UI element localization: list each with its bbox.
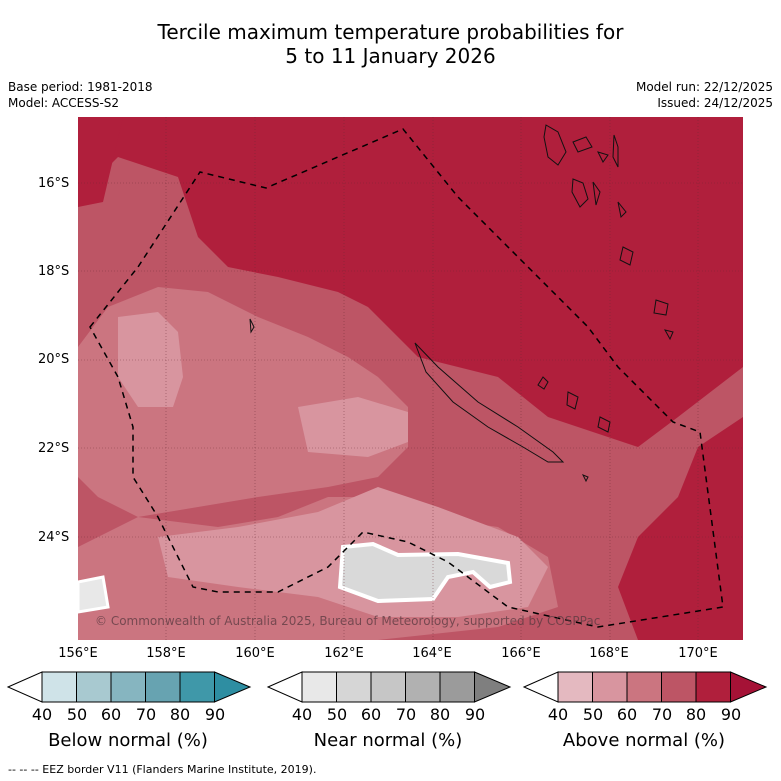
cbar-above-bin-80-90	[695, 671, 731, 703]
cbar-above-tick: 60	[616, 705, 638, 724]
near-normal-patch-south	[337, 541, 513, 604]
cbar-above-bin-60-70	[626, 671, 662, 703]
map-copyright: © Commonwealth of Australia 2025, Bureau…	[95, 614, 601, 628]
legend-below-normal-label: Below normal (%)	[48, 730, 208, 751]
cbar-near-tick: 80	[429, 705, 451, 724]
cbar-above-bin-70-80	[661, 671, 697, 703]
chart-title-line2: 5 to 11 January 2026	[285, 44, 496, 68]
cbar-near-bin-40-50	[301, 671, 337, 703]
low-prob-patch-central	[298, 397, 408, 457]
near-normal-patch-west	[78, 575, 110, 614]
cbar-above-bin-50-60	[592, 671, 628, 703]
cbar-above-bin-40-50	[557, 671, 593, 703]
cbar-near-tick: 60	[360, 705, 382, 724]
cbar-below-tick: 50	[66, 705, 88, 724]
lon-label-156e: 156°E	[58, 646, 98, 661]
high-prob-region-northwest	[78, 117, 123, 207]
base-period: Base period: 1981-2018	[8, 80, 153, 94]
lat-label-22s: 22°S	[38, 441, 70, 456]
new-caledonia-outline	[414, 342, 565, 463]
cbar-near-tick: 50	[326, 705, 348, 724]
cbar-near-arrow-left	[266, 671, 303, 703]
colorbar-below-normal	[6, 671, 252, 703]
low-prob-patch-west	[118, 312, 183, 407]
eez-border	[89, 128, 724, 628]
cbar-below-bin-60-70	[110, 671, 146, 703]
cbar-below-arrow-left	[6, 671, 43, 703]
meta-left: Base period: 1981-2018 Model: ACCESS-S2	[8, 79, 153, 111]
gridlines	[78, 117, 743, 640]
cbar-near-tick: 70	[395, 705, 417, 724]
issued-date: Issued: 24/12/2025	[657, 96, 773, 110]
cbar-below-bin-40-50	[41, 671, 77, 703]
cbar-near-bin-80-90	[439, 671, 475, 703]
cbar-above-tick: 90	[720, 705, 742, 724]
lon-label-164e: 164°E	[412, 646, 452, 661]
lat-label-16s: 16°S	[38, 176, 70, 191]
cbar-above-tick: 80	[685, 705, 707, 724]
cbar-below-bin-80-90	[179, 671, 215, 703]
lon-label-162e: 162°E	[324, 646, 364, 661]
cbar-above-tick: 70	[651, 705, 673, 724]
cbar-near-tick: 90	[464, 705, 486, 724]
legend-near-normal-label: Near normal (%)	[313, 730, 463, 751]
chart-title-line1: Tercile maximum temperature probabilitie…	[157, 20, 624, 44]
model-run: Model run: 22/12/2025	[635, 80, 773, 94]
high-prob-region-east	[618, 417, 743, 640]
cbar-above-arrow-left	[522, 671, 559, 703]
lon-label-166e: 166°E	[501, 646, 541, 661]
cbar-below-bin-70-80	[145, 671, 181, 703]
cbar-above-arrow-right	[730, 671, 768, 703]
cbar-above-tick: 40	[547, 705, 569, 724]
cbar-below-arrow-right	[214, 671, 252, 703]
cbar-below-tick: 90	[204, 705, 226, 724]
lat-label-20s: 20°S	[38, 352, 70, 367]
cbar-near-tick: 40	[291, 705, 313, 724]
cbar-near-bin-60-70	[370, 671, 406, 703]
lon-label-160e: 160°E	[235, 646, 275, 661]
high-prob-region-north	[78, 117, 743, 447]
cbar-near-arrow-right	[474, 671, 512, 703]
probability-map[interactable]	[78, 117, 743, 640]
lon-label-170e: 170°E	[678, 646, 718, 661]
legend-above-normal-label: Above normal (%)	[562, 730, 726, 751]
cbar-below-bin-50-60	[76, 671, 112, 703]
lon-label-168e: 168°E	[589, 646, 629, 661]
model-name: Model: ACCESS-S2	[8, 96, 120, 110]
cbar-below-tick: 80	[169, 705, 191, 724]
lon-label-158e: 158°E	[146, 646, 186, 661]
cbar-below-tick: 40	[31, 705, 53, 724]
map-svg	[78, 117, 743, 640]
island-outlines	[249, 124, 674, 483]
cbar-below-tick: 60	[100, 705, 122, 724]
cbar-near-bin-70-80	[405, 671, 441, 703]
cbar-below-tick: 70	[135, 705, 157, 724]
eez-footer-note: -- -- -- EEZ border V11 (Flanders Marine…	[8, 763, 317, 776]
lat-label-24s: 24°S	[38, 530, 70, 545]
colorbar-near-normal	[266, 671, 512, 703]
lat-label-18s: 18°S	[38, 264, 70, 279]
cbar-above-tick: 50	[582, 705, 604, 724]
cbar-near-bin-50-60	[336, 671, 372, 703]
meta-right: Model run: 22/12/2025 Issued: 24/12/2025	[636, 79, 773, 111]
colorbar-above-normal	[522, 671, 768, 703]
